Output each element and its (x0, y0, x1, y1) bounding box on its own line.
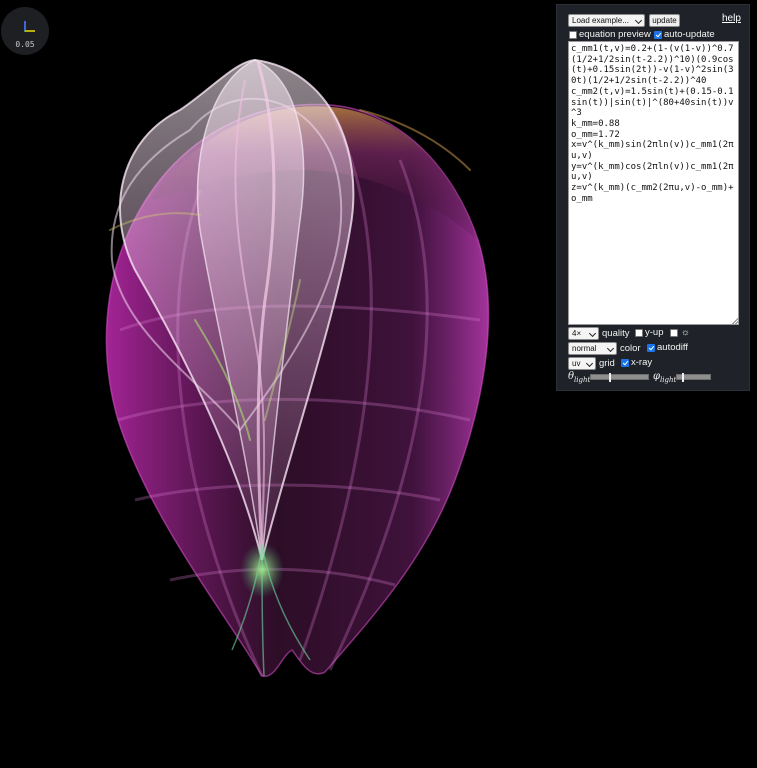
grid-label: grid (599, 358, 615, 369)
load-example-label: Load example... (572, 16, 629, 25)
equation-line: o_mm=1.72 (571, 129, 620, 140)
color-label: color (620, 343, 641, 354)
phi-light-thumb[interactable] (682, 373, 684, 382)
grid-selected: uv (572, 359, 581, 368)
y-up-checkbox[interactable] (635, 329, 643, 337)
gizmo-scale-label: 0.05 (15, 40, 35, 49)
equation-line: k_mm=0.88 (571, 118, 620, 129)
theta-light-thumb[interactable] (609, 373, 611, 382)
help-link[interactable]: help (722, 13, 741, 24)
equation-line: c_mm2(t,v)=1.5sin(t)+(0.15-0.1sin(t))|si… (571, 86, 734, 119)
equation-textarea[interactable]: c_mm1(t,v)=0.2+(1-(v(1-v))^0.7(1/2+1/2si… (568, 41, 739, 325)
y-up-label: y-up (645, 327, 664, 338)
equation-preview-checkbox[interactable] (569, 31, 577, 39)
auto-update-checkbox[interactable] (654, 31, 662, 39)
equation-line: y=v^(k_mm)cos(2πln(v))c_mm1(2πu,v) (571, 161, 734, 183)
textarea-resize-grip[interactable] (732, 318, 738, 324)
auto-update-label: auto-update (664, 29, 715, 40)
shell-inner-lobes (110, 58, 355, 561)
update-button[interactable]: update (649, 14, 680, 27)
autodiff-checkbox[interactable] (647, 344, 655, 352)
axes-gizmo[interactable]: 0.05 (1, 7, 49, 55)
color-mode-select[interactable]: normal (568, 342, 617, 355)
grid-select[interactable]: uv (568, 357, 596, 370)
load-example-select[interactable]: Load example... (568, 14, 645, 27)
theta-light-slider[interactable] (590, 373, 649, 382)
autodiff-label: autodiff (657, 342, 688, 353)
shell-tip-strands (231, 544, 311, 677)
quality-selected: 4× (572, 329, 582, 338)
phi-light-slider[interactable] (676, 373, 711, 382)
shell-grid-lines (117, 109, 481, 677)
sun-icon: ☼ (681, 327, 690, 338)
shell-highlight-streaks (109, 109, 471, 441)
quality-label: quality (602, 328, 630, 339)
x-ray-checkbox[interactable] (621, 359, 629, 367)
axes-icon (24, 21, 35, 32)
equation-line: z=v^(k_mm)(c_mm2(2πu,v)-o_mm)+o_mm (571, 183, 734, 204)
equation-preview-label: equation preview (579, 29, 651, 40)
quality-select[interactable]: 4× (568, 327, 599, 340)
phi-light-label: φlight (653, 371, 677, 384)
control-panel: Load example... update help equation pre… (556, 4, 750, 391)
color-mode-selected: normal (572, 344, 597, 353)
x-ray-label: x-ray (631, 357, 653, 368)
equation-line: c_mm1(t,v)=0.2+(1-(v(1-v))^0.7(1/2+1/2si… (571, 44, 734, 87)
sun-checkbox[interactable] (670, 329, 678, 337)
equation-line: x=v^(k_mm)sin(2πln(v))c_mm1(2πu,v) (571, 140, 734, 162)
theta-light-label: θlight (568, 371, 591, 384)
